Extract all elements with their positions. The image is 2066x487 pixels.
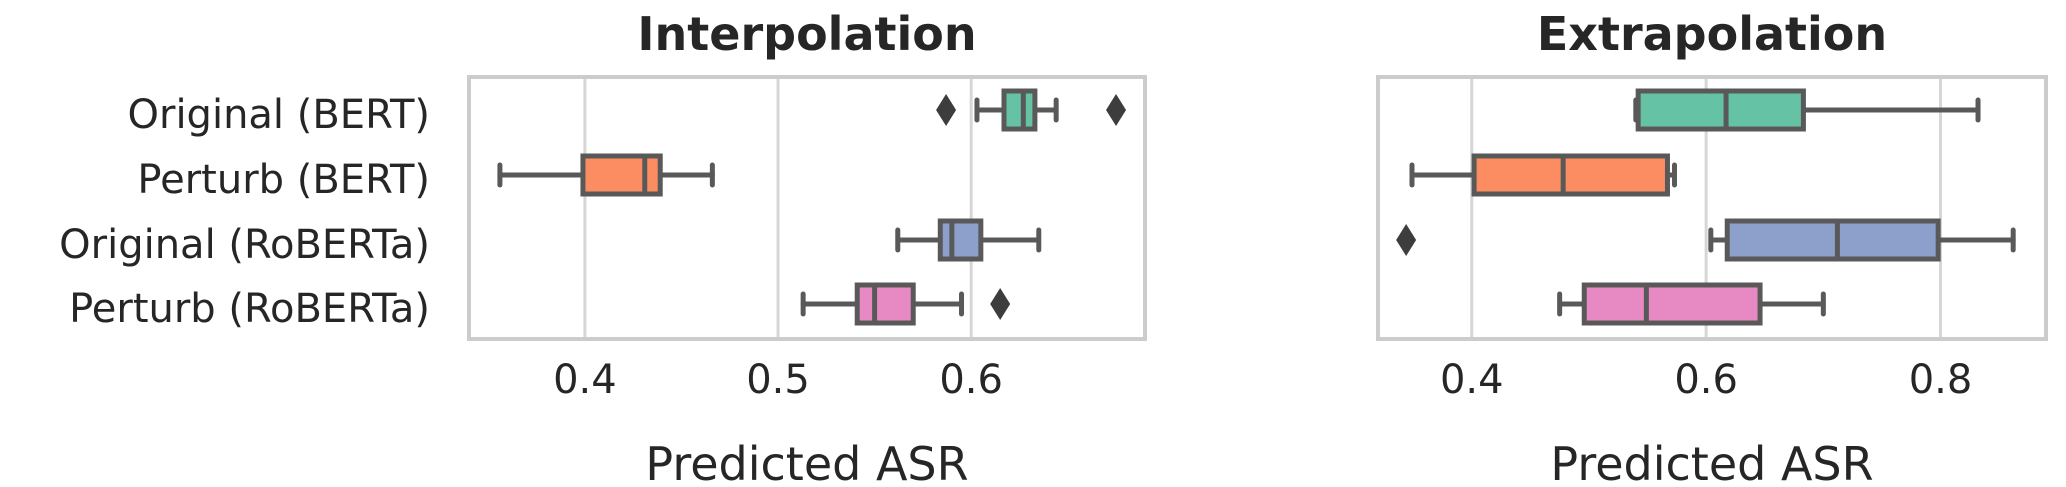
panel-extrapolation: Extrapolation 0.4 0.6 0.8 Predicted ASR xyxy=(1376,7,2048,487)
x-tick-label: 0.6 xyxy=(1674,357,1738,403)
category-label-original-bert: Original (BERT) xyxy=(128,92,430,138)
box-iqr xyxy=(937,218,984,262)
plot-frame-extrapolation xyxy=(1376,75,2048,341)
box-iqr xyxy=(580,153,663,197)
outlier-point xyxy=(990,288,1011,320)
category-label-original-roberta: Original (RoBERTa) xyxy=(59,222,430,268)
panel-title-interpolation: Interpolation xyxy=(637,7,976,61)
x-tick-label: 0.4 xyxy=(1440,357,1504,403)
outlier-point xyxy=(936,94,957,126)
box-perturb-roberta xyxy=(800,282,1011,326)
box-original-bert xyxy=(1633,88,1981,132)
x-ticks-extrapolation: 0.4 0.6 0.8 xyxy=(1440,357,1972,403)
box-iqr xyxy=(1581,282,1763,326)
x-tick-label: 0.4 xyxy=(553,357,617,403)
category-label-perturb-bert: Perturb (BERT) xyxy=(137,157,430,203)
x-tick-label: 0.5 xyxy=(746,357,810,403)
category-labels: Original (BERT) Perturb (BERT) Original … xyxy=(59,92,430,332)
box-iqr xyxy=(1471,153,1670,197)
box-iqr xyxy=(1001,88,1038,132)
box-perturb-bert xyxy=(1409,153,1677,197)
box-perturb-roberta xyxy=(1557,282,1826,326)
boxes-interpolation xyxy=(497,88,1127,326)
boxes-extrapolation xyxy=(1396,88,2016,326)
box-iqr xyxy=(854,282,916,326)
plot-frame-interpolation xyxy=(467,75,1147,341)
panel-title-extrapolation: Extrapolation xyxy=(1537,7,1887,61)
x-tick-label: 0.6 xyxy=(939,357,1003,403)
gridlines-interpolation xyxy=(583,77,973,339)
x-ticks-interpolation: 0.4 0.5 0.6 xyxy=(553,357,1003,403)
x-tick-label: 0.8 xyxy=(1909,357,1973,403)
box-original-bert xyxy=(936,88,1127,132)
outlier-point xyxy=(1106,94,1127,126)
box-original-roberta xyxy=(1396,218,2016,262)
outlier-point xyxy=(1396,224,1417,256)
box-iqr xyxy=(1724,218,1941,262)
panel-interpolation: Interpolation 0.4 0.5 0.6 Predicted ASR Or… xyxy=(59,7,1147,487)
x-axis-label-interpolation: Predicted ASR xyxy=(645,437,968,487)
category-label-perturb-roberta: Perturb (RoBERTa) xyxy=(69,286,430,332)
box-iqr xyxy=(1635,88,1806,132)
x-axis-label-extrapolation: Predicted ASR xyxy=(1550,437,1873,487)
box-perturb-bert xyxy=(497,153,715,197)
box-original-roberta xyxy=(895,218,1042,262)
